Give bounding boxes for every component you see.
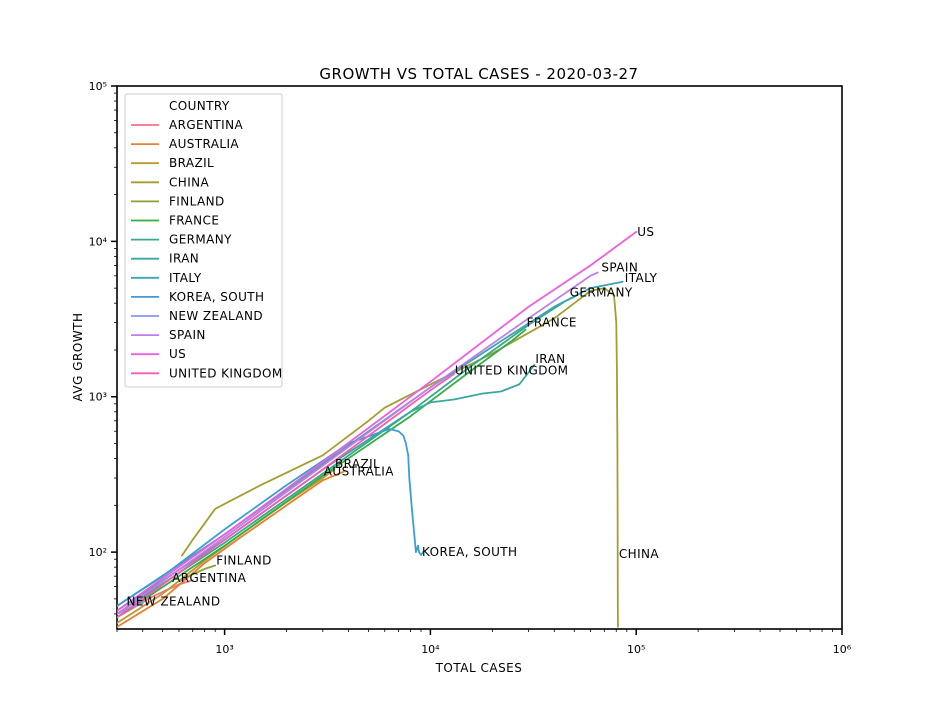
y-tick-label: 10⁵	[89, 80, 107, 93]
x-tick-label: 10⁶	[833, 643, 852, 656]
legend-entry: US	[169, 347, 186, 361]
y-axis-label: AVG GROWTH	[71, 312, 85, 401]
series-annotation: NEW ZEALAND	[127, 595, 221, 609]
legend-entry: GERMANY	[169, 233, 232, 247]
x-tick-label: 10³	[215, 643, 233, 656]
chart-title: GROWTH VS TOTAL CASES - 2020-03-27	[319, 65, 638, 83]
x-tick-label: 10⁴	[421, 643, 440, 656]
legend-box	[124, 93, 283, 388]
series-line-australia	[117, 470, 345, 628]
series-annotation: CHINA	[619, 547, 660, 561]
series-annotation: ITALY	[625, 271, 658, 285]
legend-entry: ITALY	[169, 271, 202, 285]
series-annotation: FRANCE	[527, 316, 577, 330]
series-line-united-kingdom	[117, 373, 455, 619]
legend-entry: AUSTRALIA	[169, 137, 239, 151]
legend-entry: KOREA, SOUTH	[169, 290, 264, 304]
legend-entry: FINLAND	[169, 194, 225, 208]
legend-entry: NEW ZEALAND	[169, 309, 263, 323]
series-lines	[117, 230, 638, 628]
series-line-korea-south	[117, 428, 424, 607]
series-annotation: GERMANY	[570, 285, 633, 299]
series-annotation: BRAZIL	[335, 457, 380, 471]
series-line-us	[117, 230, 638, 612]
legend-entry: IRAN	[169, 252, 199, 266]
series-annotation: US	[637, 225, 654, 239]
series-annotation: AUSTRALIA	[324, 465, 394, 479]
plot-area-frame	[116, 85, 843, 630]
series-annotation: ARGENTINA	[172, 571, 246, 585]
y-tick-label: 10³	[89, 391, 107, 404]
legend-entry: BRAZIL	[169, 156, 214, 170]
legend-entry: UNITED KINGDOM	[169, 366, 283, 380]
series-line-finland	[178, 564, 217, 583]
series-line-france	[117, 328, 527, 619]
y-tick-label: 10⁴	[89, 235, 108, 248]
x-axis-label: TOTAL CASES	[435, 661, 523, 675]
series-line-china	[180, 287, 619, 628]
series-annotation: FINLAND	[216, 554, 272, 568]
series-annotation: SPAIN	[601, 260, 638, 274]
legend-title: COUNTRY	[169, 99, 230, 113]
legend-entry: FRANCE	[169, 214, 219, 228]
legend-entry: CHINA	[169, 175, 210, 189]
series-line-spain	[117, 271, 599, 615]
axis-ticks: 10³ 10⁴ 10⁵ 10⁶ 10² 10³ 10⁴ 10⁵	[89, 80, 852, 656]
legend-items: ARGENTINA AUSTRALIA BRAZIL CHINA FINLAND FRAN…	[131, 118, 283, 380]
legend: COUNTRY ARGENTINA AUSTRALIA BRAZIL CHINA FIN…	[124, 93, 283, 388]
legend-entry: SPAIN	[169, 328, 206, 342]
series-annotation: UNITED KINGDOM	[455, 363, 569, 377]
x-tick-label: 10⁵	[627, 643, 645, 656]
y-tick-label: 10²	[89, 546, 107, 559]
legend-entry: ARGENTINA	[169, 118, 243, 132]
series-annotation: IRAN	[535, 352, 565, 366]
series-annotation: KOREA, SOUTH	[422, 545, 517, 559]
